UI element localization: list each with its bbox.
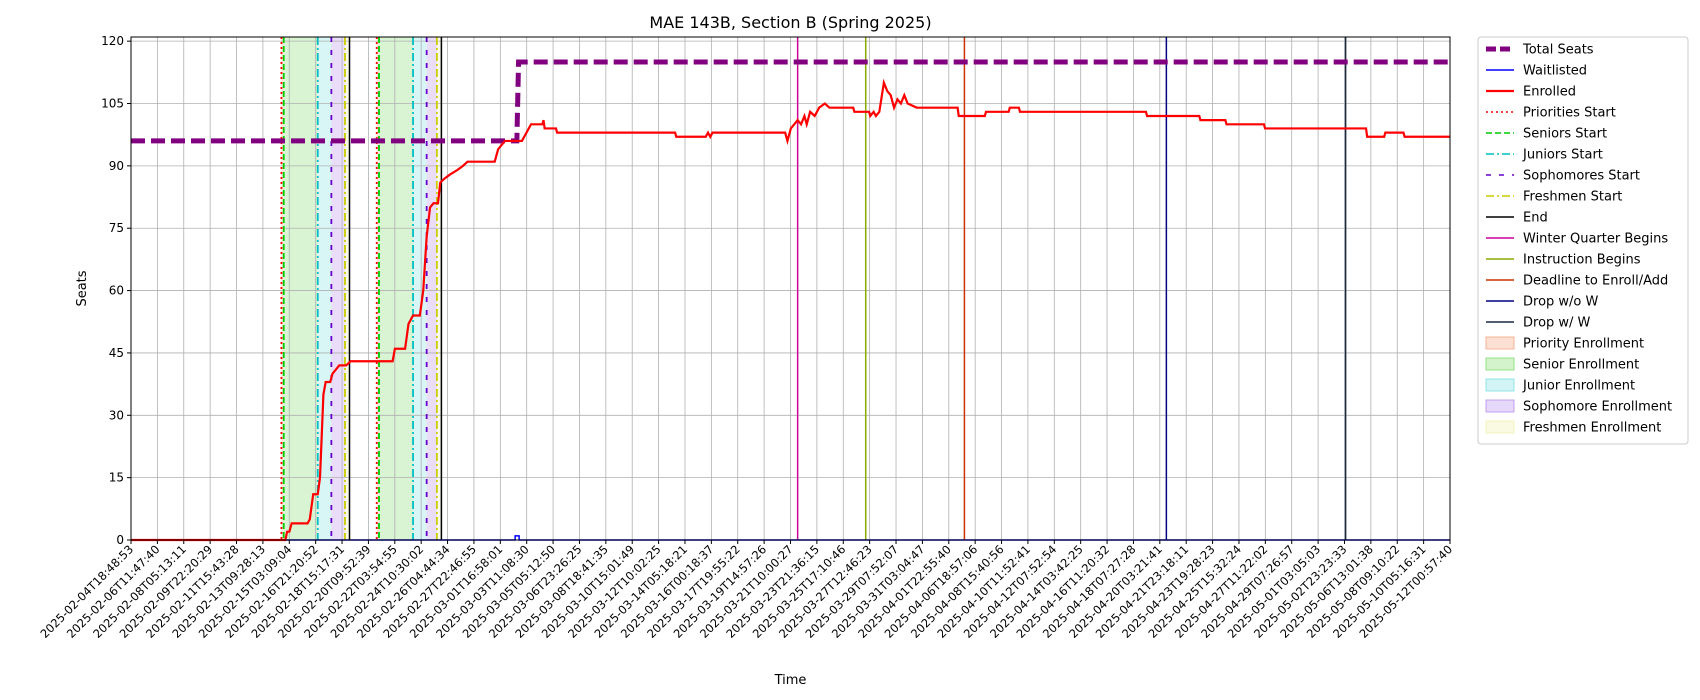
legend-label-priorities-start: Priorities Start bbox=[1523, 106, 1616, 121]
enrollment-spans bbox=[281, 37, 442, 540]
legend-label-waitlisted: Waitlisted bbox=[1523, 64, 1587, 79]
span-junior-enrollment bbox=[317, 37, 332, 540]
y-tick-label: 120 bbox=[101, 34, 124, 48]
legend-label-seniors-start: Seniors Start bbox=[1523, 127, 1607, 142]
span-senior-enrollment bbox=[379, 37, 414, 540]
legend-swatch-junior-enrollment bbox=[1485, 378, 1515, 392]
y-axis-ticks: 0 15 30 45 60 75 90 105 120 bbox=[101, 34, 131, 547]
y-tick-label: 45 bbox=[109, 346, 124, 360]
span-sophomore-enrollment bbox=[331, 37, 345, 540]
legend-label-junior-enrollment: Junior Enrollment bbox=[1522, 379, 1635, 394]
legend-box bbox=[1477, 36, 1689, 445]
series-total-seats bbox=[131, 59, 1450, 144]
legend-label-instruction-begins: Instruction Begins bbox=[1523, 253, 1641, 268]
y-tick-label: 60 bbox=[109, 284, 124, 298]
series-enrolled bbox=[131, 78, 1450, 542]
legend-label-deadline-to-enroll-add: Deadline to Enroll/Add bbox=[1523, 274, 1668, 289]
legend-label-sophomores-start: Sophomores Start bbox=[1523, 169, 1640, 184]
span-freshmen-enrollment bbox=[436, 37, 442, 540]
span-priority-enrollment bbox=[281, 37, 284, 540]
y-tick-label: 15 bbox=[109, 471, 124, 485]
span-junior-enrollment bbox=[413, 37, 427, 540]
legend-label-drop-w-w: Drop w/ W bbox=[1523, 316, 1591, 331]
y-tick-label: 90 bbox=[109, 159, 124, 173]
y-tick-label: 30 bbox=[109, 408, 124, 422]
legend-label-sophomore-enrollment: Sophomore Enrollment bbox=[1523, 400, 1672, 415]
span-freshmen-enrollment bbox=[344, 37, 350, 540]
y-tick-label: 0 bbox=[116, 533, 124, 547]
legend-label-end: End bbox=[1523, 211, 1548, 226]
y-tick-label: 105 bbox=[101, 97, 124, 111]
x-axis-ticks: 2025-02-04T18:48:532025-02-06T11:47:4020… bbox=[37, 540, 1455, 641]
legend-label-freshmen-enrollment: Freshmen Enrollment bbox=[1523, 421, 1661, 436]
legend-label-drop-w-o-w: Drop w/o W bbox=[1523, 295, 1599, 310]
legend-label-freshmen-start: Freshmen Start bbox=[1523, 190, 1622, 205]
legend-label-juniors-start: Juniors Start bbox=[1522, 148, 1603, 163]
span-sophomore-enrollment bbox=[426, 37, 437, 540]
legend-swatch-senior-enrollment bbox=[1485, 357, 1515, 371]
legend-label-winter-quarter-begins: Winter Quarter Begins bbox=[1523, 232, 1668, 247]
span-priority-enrollment bbox=[376, 37, 380, 540]
y-tick-label: 75 bbox=[109, 221, 124, 235]
legend-label-priority-enrollment: Priority Enrollment bbox=[1523, 337, 1644, 352]
legend-swatch-sophomore-enrollment bbox=[1485, 399, 1515, 413]
legend-swatch-freshmen-enrollment bbox=[1485, 420, 1515, 434]
x-axis-label: Time bbox=[774, 673, 807, 688]
legend-label-total-seats: Total Seats bbox=[1522, 43, 1594, 58]
legend-label-senior-enrollment: Senior Enrollment bbox=[1523, 358, 1639, 373]
y-axis-label: Seats bbox=[75, 270, 90, 306]
legend-label-enrolled: Enrolled bbox=[1523, 85, 1576, 100]
span-senior-enrollment bbox=[283, 37, 318, 540]
legend-swatch-priority-enrollment bbox=[1485, 336, 1515, 350]
chart-title: MAE 143B, Section B (Spring 2025) bbox=[649, 13, 931, 32]
legend: Total Seats Waitlisted Enrolled Priorities … bbox=[1477, 36, 1689, 445]
